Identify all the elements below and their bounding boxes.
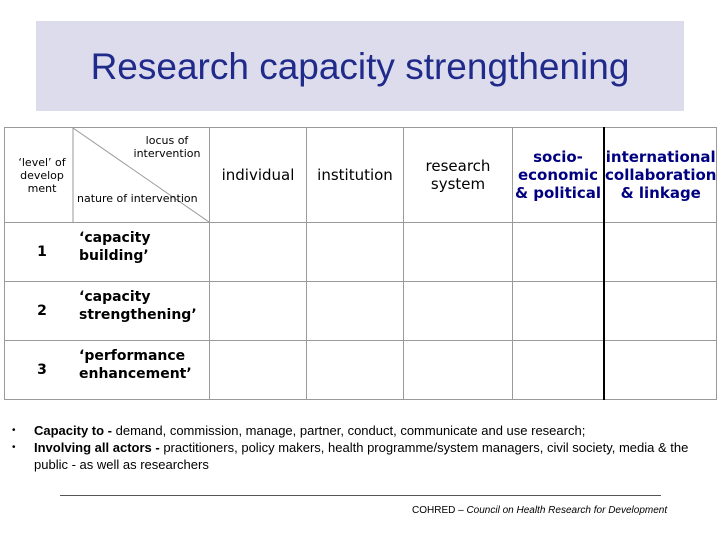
table-cell bbox=[209, 340, 307, 400]
footer-full-name: Council on Health Research for Developme… bbox=[466, 505, 668, 516]
table-row: 3 ‘performance enhancement’ bbox=[4, 340, 718, 400]
footer-divider bbox=[60, 495, 661, 496]
capacity-matrix: ‘level’ of develop ment locus of interve… bbox=[4, 127, 718, 400]
bullet-text: practitioners, policy makers, health pro… bbox=[34, 440, 689, 472]
bullet-icon: • bbox=[12, 425, 16, 436]
table-cell bbox=[306, 340, 404, 400]
table-cell bbox=[603, 281, 718, 341]
row-label-cell: 2 ‘capacity strengthening’ bbox=[4, 281, 210, 341]
row-label: ‘capacity strengthening’ bbox=[79, 289, 197, 323]
slide-title: Research capacity strengthening bbox=[90, 46, 630, 87]
row-label-cell: 1 ‘capacity building’ bbox=[4, 222, 210, 282]
table-cell bbox=[512, 222, 605, 282]
bullet-item: • Involving all actors - practitioners, … bbox=[12, 439, 712, 473]
table-cell bbox=[306, 281, 404, 341]
column-header-individual: individual bbox=[209, 127, 307, 223]
bullet-item: • Capacity to - demand, commission, mana… bbox=[12, 422, 712, 439]
column-header-international: international collaboration & linkage bbox=[603, 127, 718, 223]
row-number: 2 bbox=[37, 303, 47, 319]
footer-org: COHRED – bbox=[412, 505, 467, 516]
nature-label: nature of intervention bbox=[77, 192, 198, 205]
row-number: 1 bbox=[37, 244, 47, 260]
table-cell bbox=[603, 222, 718, 282]
table-row: 2 ‘capacity strengthening’ bbox=[4, 281, 718, 341]
table-cell bbox=[512, 340, 605, 400]
corner-cell: ‘level’ of develop ment locus of interve… bbox=[4, 127, 210, 223]
table-row: 1 ‘capacity building’ bbox=[4, 222, 718, 282]
bullet-text: demand, commission, manage, partner, con… bbox=[115, 423, 586, 438]
locus-label: locus of intervention bbox=[133, 134, 201, 160]
row-label: ‘capacity building’ bbox=[79, 230, 151, 264]
table-cell bbox=[306, 222, 404, 282]
bullet-lead: Capacity to - bbox=[34, 423, 116, 438]
column-header-institution: institution bbox=[306, 127, 404, 223]
bullet-icon: • bbox=[12, 442, 16, 453]
table-cell bbox=[512, 281, 605, 341]
column-header-socio-economic: socio-economic & political bbox=[512, 127, 605, 223]
table-cell bbox=[403, 340, 513, 400]
table-cell bbox=[603, 340, 718, 400]
table-cell bbox=[403, 281, 513, 341]
row-label-cell: 3 ‘performance enhancement’ bbox=[4, 340, 210, 400]
column-header-research-system: research system bbox=[403, 127, 513, 223]
bullet-list: • Capacity to - demand, commission, mana… bbox=[12, 422, 712, 473]
title-banner bbox=[36, 21, 684, 111]
header-row: ‘level’ of develop ment locus of interve… bbox=[4, 127, 718, 223]
table-cell bbox=[403, 222, 513, 282]
row-label: ‘performance enhancement’ bbox=[79, 348, 192, 382]
diagonal-divider bbox=[72, 128, 209, 222]
footer-credit: COHRED – Council on Health Research for … bbox=[412, 505, 667, 516]
level-label: ‘level’ of develop ment bbox=[18, 156, 66, 195]
bullet-lead: Involving all actors - bbox=[34, 440, 164, 455]
table-cell bbox=[209, 281, 307, 341]
table-cell bbox=[209, 222, 307, 282]
row-number: 3 bbox=[37, 362, 47, 378]
